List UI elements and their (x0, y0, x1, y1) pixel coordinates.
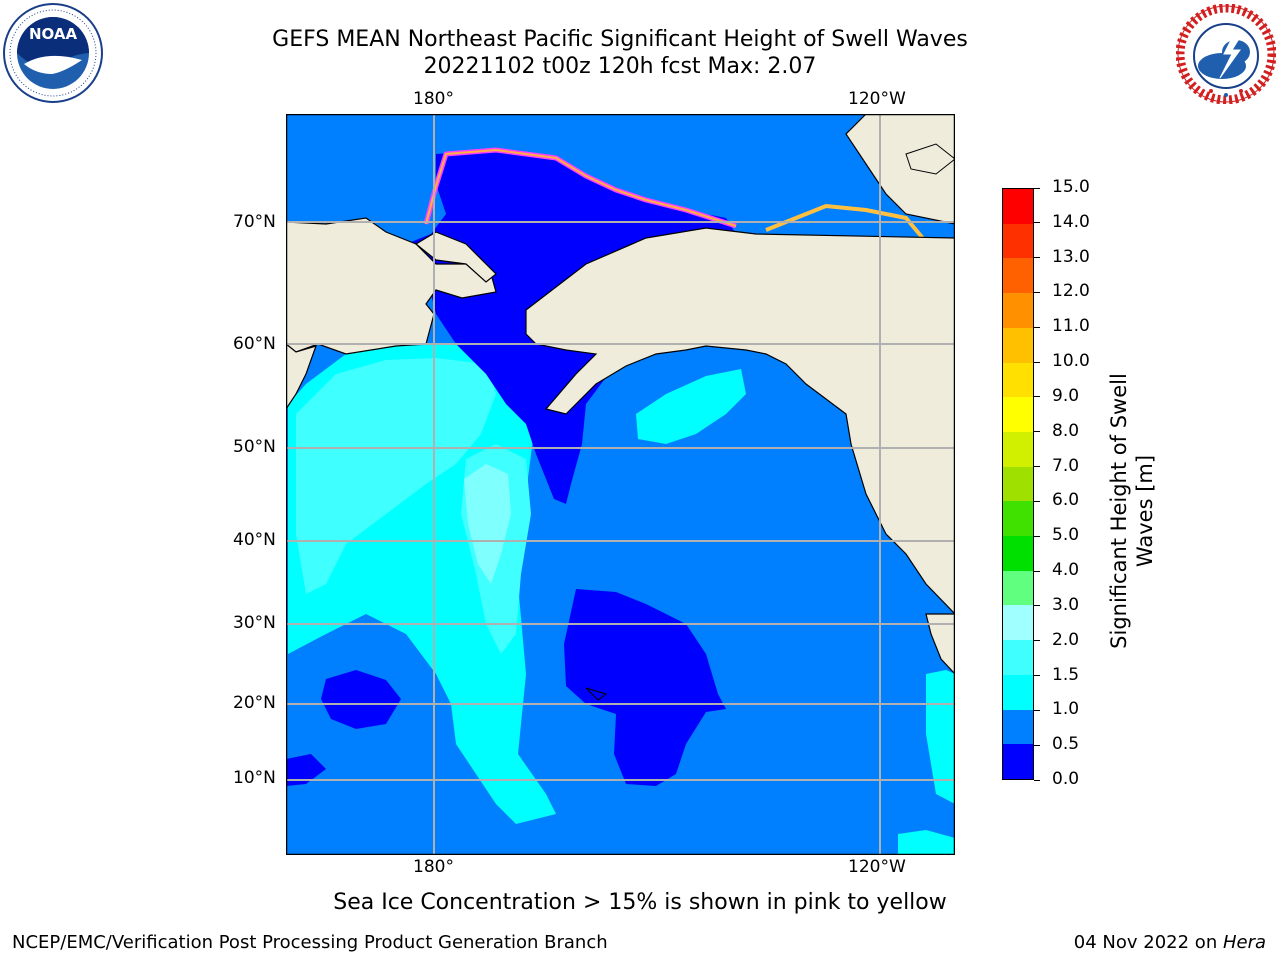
lat-label-10n: 10°N (233, 768, 276, 788)
swell-band-0-05-central (564, 589, 726, 786)
colorbar-segment (1003, 189, 1033, 224)
colorbar-tick (1034, 222, 1040, 224)
footer-date: 04 Nov 2022 on (1073, 932, 1223, 953)
lat-label-70n: 70°N (233, 212, 276, 232)
colorbar-tick-label: 0.0 (1052, 769, 1080, 789)
lon-label-top-120w: 120°W (848, 89, 906, 109)
colorbar-segment (1003, 605, 1033, 641)
footer-left: NCEP/EMC/Verification Post Processing Pr… (12, 932, 608, 953)
colorbar-tick (1034, 466, 1040, 468)
sea-ice-note: Sea Ice Concentration > 15% is shown in … (333, 890, 947, 915)
land-islands-n (905, 143, 955, 175)
lon-label-bottom-180: 180° (413, 857, 454, 877)
colorbar-tick (1034, 257, 1040, 259)
colorbar-title-line1: Significant Height of Swell (1107, 373, 1131, 649)
footer-right: 04 Nov 2022 on Hera (1074, 932, 1266, 953)
swell-band-0-05-sw (286, 754, 326, 786)
swell-band-2-25 (464, 464, 511, 584)
land-hawaii (585, 687, 608, 701)
lat-label-60n: 60°N (233, 334, 276, 354)
colorbar-tick (1034, 570, 1040, 572)
map-frame (286, 114, 955, 855)
colorbar-tick (1034, 361, 1040, 363)
swell-band-east-cyan (636, 369, 746, 444)
colorbar-segment (1003, 223, 1033, 259)
colorbar-tick-label: 7.0 (1052, 455, 1080, 476)
land-kamchatka (286, 343, 317, 411)
map-panel (286, 114, 955, 855)
colorbar-segment (1003, 293, 1033, 328)
colorbar-segment (1003, 536, 1033, 571)
colorbar-segment (1003, 640, 1033, 675)
colorbar-tick-label: 11.0 (1052, 316, 1090, 337)
colorbar-title-line2: Waves [m] (1133, 454, 1157, 568)
colorbar-tick-label: 14.0 (1052, 211, 1090, 232)
colorbar-tick (1034, 605, 1040, 607)
colorbar-tick-label: 12.0 (1052, 281, 1090, 302)
colorbar-tick (1034, 709, 1040, 711)
colorbar-tick (1034, 779, 1040, 781)
colorbar-segment (1003, 501, 1033, 537)
colorbar-segment (1003, 431, 1033, 467)
sea-ice-edge-inner (425, 148, 737, 227)
colorbar-tick (1034, 500, 1040, 502)
noaa-logo: NOAA (3, 3, 103, 103)
colorbar-tick (1034, 291, 1040, 293)
lat-label-50n: 50°N (233, 437, 276, 457)
colorbar-tick-label: 6.0 (1052, 490, 1080, 511)
land-siberia (286, 217, 497, 355)
colorbar-tick-label: 5.0 (1052, 525, 1080, 546)
graticule (286, 114, 955, 855)
colorbar-tick-label: 1.0 (1052, 699, 1080, 720)
colorbar-segment (1003, 570, 1033, 606)
lat-label-20n: 20°N (233, 693, 276, 713)
noaa-text: NOAA (29, 25, 78, 43)
colorbar-tick-label: 3.0 (1052, 594, 1080, 615)
colorbar-tick-label: 13.0 (1052, 246, 1090, 267)
lon-label-bottom-120w: 120°W (848, 857, 906, 877)
colorbar (1002, 188, 1034, 780)
land-alaska (525, 227, 955, 615)
colorbar-tick (1034, 187, 1040, 189)
colorbar-tick (1034, 535, 1040, 537)
colorbar-segment (1003, 327, 1033, 363)
nws-logo (1176, 4, 1276, 104)
colorbar-segment (1003, 466, 1033, 502)
colorbar-tick-label: 10.0 (1052, 351, 1090, 372)
lat-label-40n: 40°N (233, 530, 276, 550)
colorbar-tick-label: 4.0 (1052, 560, 1080, 581)
chart-subtitle: 20221102 t00z 120h fcst Max: 2.07 (423, 54, 817, 79)
swell-band-south-cyan (898, 830, 955, 855)
colorbar-tick (1034, 431, 1040, 433)
colorbar-tick-label: 15.0 (1052, 177, 1090, 197)
land-canada-north (845, 114, 955, 225)
swell-band-0-05-west (321, 670, 401, 729)
colorbar-tick (1034, 675, 1040, 677)
colorbar-segment (1003, 744, 1033, 779)
land-baja (925, 613, 955, 675)
swell-band-15-2 (296, 358, 496, 594)
colorbar-tick-label: 2.0 (1052, 629, 1080, 650)
colorbar-tick-label: 9.0 (1052, 385, 1080, 406)
lon-label-top-180: 180° (413, 89, 454, 109)
colorbar-title: Significant Height of Swell Waves [m] (1106, 341, 1158, 681)
colorbar-tick-label: 0.5 (1052, 734, 1080, 755)
land-chukotka (414, 231, 497, 283)
colorbar-tick (1034, 396, 1040, 398)
colorbar-tick (1034, 640, 1040, 642)
colorbar-tick-label: 8.0 (1052, 420, 1080, 441)
colorbar-tick (1034, 744, 1040, 746)
colorbar-segment (1003, 362, 1033, 398)
footer-host: Hera (1222, 932, 1266, 953)
colorbar-tick (1034, 326, 1040, 328)
chart-title: GEFS MEAN Northeast Pacific Significant … (272, 27, 968, 52)
lat-label-30n: 30°N (233, 613, 276, 633)
colorbar-tick-label: 1.5 (1052, 664, 1080, 685)
colorbar-segment (1003, 397, 1033, 432)
colorbar-segment (1003, 674, 1033, 710)
colorbar-segment (1003, 709, 1033, 745)
colorbar-segment (1003, 258, 1033, 294)
